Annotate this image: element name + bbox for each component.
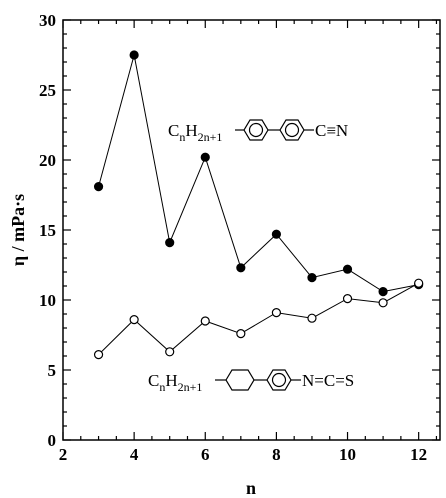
y-tick-label: 0: [48, 431, 57, 450]
open-data-point: [200, 316, 210, 326]
open-data-point: [378, 298, 388, 308]
filled-data-point: [236, 263, 246, 273]
open-data-point: [93, 350, 104, 360]
x-tick-label: 4: [130, 445, 139, 464]
filled-data-point: [93, 182, 104, 192]
formula-text-isothiocyanate: CnH2n+1: [148, 371, 202, 394]
y-tick-label: 30: [39, 11, 56, 30]
y-tick-label: 5: [48, 361, 57, 380]
benzene-ring-icon: [279, 119, 305, 141]
x-tick-label: 8: [272, 445, 281, 464]
y-tick-label: 15: [39, 221, 56, 240]
plot-frame: [62, 19, 441, 441]
series-line-1: [98, 54, 419, 293]
structure-annotation-nitrile: CnH2n+1 C≡N: [168, 119, 348, 144]
cyclohexane-ring-icon: [225, 369, 255, 391]
benzene-ring-icon: [266, 369, 292, 391]
x-axis-title: n: [246, 478, 256, 498]
terminal-group-nitrile: C≡N: [315, 121, 348, 140]
open-data-point: [307, 313, 317, 323]
structure-annotation-isothiocyanate: CnH2n+1 N=C=S: [148, 369, 354, 394]
x-tick-label: 12: [410, 445, 427, 464]
y-axis-title: η / mPa·s: [8, 194, 28, 266]
terminal-group-isothiocyanate: N=C=S: [302, 371, 354, 390]
filled-data-point: [129, 50, 139, 60]
x-tick-label: 10: [339, 445, 356, 464]
series-line-2: [98, 282, 419, 355]
y-tick-label: 25: [39, 81, 56, 100]
filled-data-point: [307, 273, 317, 283]
open-data-point: [342, 294, 353, 304]
x-tick-label: 2: [59, 445, 68, 464]
filled-data-point: [342, 264, 353, 274]
filled-data-point: [200, 152, 210, 162]
filled-data-point: [165, 238, 175, 248]
open-data-point: [271, 308, 281, 318]
x-tick-label: 6: [201, 445, 210, 464]
open-data-point: [236, 329, 246, 339]
tick-labels: 2 4 6 8 10 12 0 5 10 15 20 25 30: [39, 11, 427, 464]
filled-data-point: [378, 287, 388, 297]
open-data-point: [414, 278, 424, 288]
y-tick-label: 10: [39, 291, 56, 310]
data-series: [93, 50, 424, 360]
benzene-ring-icon: [243, 119, 269, 141]
open-data-point: [129, 315, 139, 325]
filled-data-point: [271, 229, 281, 239]
axis-ticks: [62, 19, 440, 441]
formula-text-nitrile: CnH2n+1: [168, 121, 222, 144]
y-tick-label: 20: [39, 151, 56, 170]
open-data-point: [165, 347, 175, 357]
